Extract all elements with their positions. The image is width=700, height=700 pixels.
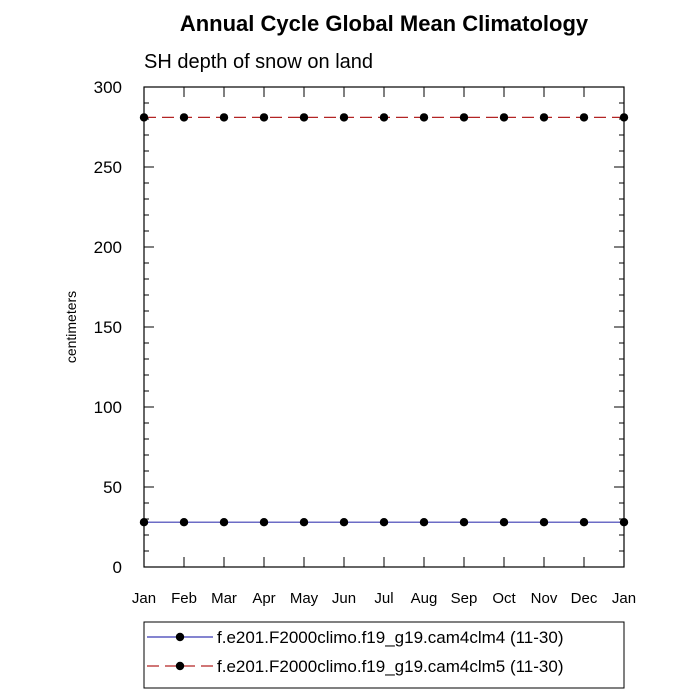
data-point [379, 518, 389, 527]
x-tick-label: Jun [332, 590, 356, 607]
series-2 [139, 113, 629, 122]
data-point [459, 113, 469, 122]
x-tick-label: Jul [374, 590, 393, 607]
data-point [539, 518, 549, 527]
axis-layer: 0 50 100 150 200 250 300 Jan Feb Mar Apr May Jun Jul A… [94, 78, 636, 607]
data-point [419, 113, 429, 122]
y-tick-label: 250 [94, 158, 122, 177]
x-tick-label: Sep [451, 590, 478, 607]
chart-subtitle: SH depth of snow on land [144, 51, 373, 73]
data-point [499, 113, 509, 122]
y-tick-label: 150 [94, 318, 122, 337]
data-point [539, 113, 549, 122]
data-point [219, 518, 229, 527]
data-point [579, 113, 589, 122]
x-tick-label: Jan [132, 590, 156, 607]
data-point [259, 518, 269, 527]
data-point [219, 113, 229, 122]
legend-label: f.e201.F2000climo.f19_g19.cam4clm4 (11-3… [217, 628, 563, 647]
data-point [339, 113, 349, 122]
x-tick-label: Aug [411, 590, 438, 607]
y-tick-label: 50 [103, 478, 122, 497]
data-point [299, 518, 309, 527]
y-tick-label: 100 [94, 398, 122, 417]
legend-marker [175, 661, 185, 671]
x-tick-label: Feb [171, 590, 197, 607]
data-point [339, 518, 349, 527]
x-tick-label: Nov [531, 590, 558, 607]
x-tick-label: May [290, 590, 319, 607]
legend-marker [175, 632, 185, 642]
data-point [459, 518, 469, 527]
legend-label: f.e201.F2000climo.f19_g19.cam4clm5 (11-3… [217, 657, 563, 676]
x-tick-label: Apr [252, 590, 275, 607]
series-1 [139, 518, 629, 527]
data-point [379, 113, 389, 122]
data-point [179, 518, 189, 527]
x-tick-label: Jan [612, 590, 636, 607]
plot-frame [143, 86, 625, 568]
series-layer [139, 113, 629, 527]
data-point [299, 113, 309, 122]
y-axis-label: centimeters [63, 291, 79, 363]
y-tick-label: 300 [94, 78, 122, 97]
y-tick-label: 0 [113, 558, 122, 577]
y-tick-label: 200 [94, 238, 122, 257]
x-tick-label: Mar [211, 590, 237, 607]
x-tick-label: Dec [571, 590, 598, 607]
legend: f.e201.F2000climo.f19_g19.cam4clm4 (11-3… [143, 621, 625, 689]
data-point [419, 518, 429, 527]
data-point [259, 113, 269, 122]
data-point [179, 113, 189, 122]
legend-box [143, 621, 625, 689]
data-point [499, 518, 509, 527]
data-point [579, 518, 589, 527]
chart-title: Annual Cycle Global Mean Climatology [180, 11, 589, 36]
x-tick-label: Oct [492, 590, 516, 607]
